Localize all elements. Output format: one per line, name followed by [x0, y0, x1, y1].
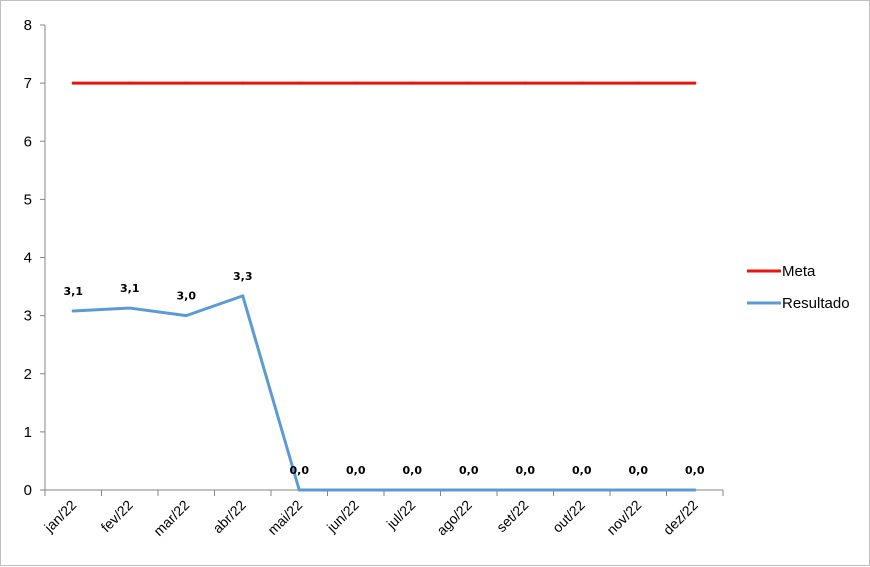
x-tick-label: jan/22 — [40, 497, 79, 536]
data-point-resultado — [297, 488, 301, 492]
data-label-resultado: 0,0 — [290, 464, 310, 477]
data-point-meta — [297, 81, 301, 85]
x-tick-label: jul/22 — [383, 497, 419, 533]
data-point-meta — [71, 81, 75, 85]
y-tick-label: 4 — [24, 250, 32, 267]
data-label-resultado: 3,0 — [177, 290, 197, 303]
data-point-resultado — [693, 488, 697, 492]
x-tick-label: abr/22 — [209, 497, 249, 537]
data-point-meta — [467, 81, 471, 85]
x-tick-label: mai/22 — [264, 497, 305, 538]
data-label-resultado: 3,3 — [233, 270, 253, 283]
data-point-resultado — [241, 294, 245, 298]
legend: Meta Resultado — [747, 263, 850, 312]
legend-label-meta: Meta — [782, 263, 816, 280]
data-point-meta — [693, 81, 697, 85]
data-point-resultado — [467, 488, 471, 492]
x-tick-label: fev/22 — [98, 497, 136, 535]
x-tick-label: out/22 — [549, 497, 588, 536]
data-label-resultado: 0,0 — [403, 464, 423, 477]
x-tick-label: jun/22 — [323, 497, 362, 536]
data-point-meta — [410, 81, 414, 85]
x-tick-label: nov/22 — [603, 497, 644, 538]
data-point-resultado — [523, 488, 527, 492]
data-label-resultado: 3,1 — [64, 285, 84, 298]
data-point-resultado — [71, 309, 75, 313]
y-tick-label: 1 — [24, 424, 32, 441]
data-point-meta — [354, 81, 358, 85]
data-point-resultado — [410, 488, 414, 492]
data-label-resultado: 0,0 — [629, 464, 649, 477]
y-tick-label: 2 — [24, 366, 32, 383]
y-tick-label: 8 — [24, 17, 32, 34]
data-label-resultado: 0,0 — [516, 464, 536, 477]
y-axis-ticks: 0 1 2 3 4 5 6 7 8 — [24, 17, 45, 499]
x-tick-label: ago/22 — [433, 497, 475, 539]
series-lines — [71, 81, 697, 492]
data-label-resultado: 3,1 — [120, 282, 140, 295]
data-point-resultado — [636, 488, 640, 492]
data-point-meta — [184, 81, 188, 85]
legend-label-resultado: Resultado — [782, 295, 850, 312]
y-tick-label: 0 — [24, 482, 32, 499]
data-labels: 3,1 3,1 3,0 3,3 0,0 0,0 0,0 0,0 0,0 0,0 0,0 0,0 — [64, 270, 705, 477]
data-point-meta — [128, 81, 132, 85]
data-point-resultado — [184, 314, 188, 318]
y-tick-label: 7 — [24, 75, 32, 92]
x-tick-label: dez/22 — [660, 497, 701, 538]
series-line-resultado — [71, 294, 697, 492]
data-point-meta — [241, 81, 245, 85]
y-tick-label: 6 — [24, 133, 32, 150]
x-tick-label: mar/22 — [150, 497, 192, 539]
axes — [44, 25, 723, 491]
data-label-resultado: 0,0 — [346, 464, 366, 477]
y-tick-label: 5 — [24, 191, 32, 208]
data-point-resultado — [354, 488, 358, 492]
data-point-resultado — [128, 306, 132, 310]
data-point-resultado — [580, 488, 584, 492]
data-label-resultado: 0,0 — [685, 464, 705, 477]
y-tick-label: 3 — [24, 308, 32, 325]
data-label-resultado: 0,0 — [459, 464, 479, 477]
x-axis-ticks: jan/22 fev/22 mar/22 abr/22 mai/22 jun/22 jul/… — [40, 490, 724, 539]
data-label-resultado: 0,0 — [572, 464, 592, 477]
x-tick-label: set/22 — [493, 497, 531, 535]
data-point-meta — [636, 81, 640, 85]
data-point-meta — [580, 81, 584, 85]
data-point-meta — [523, 81, 527, 85]
